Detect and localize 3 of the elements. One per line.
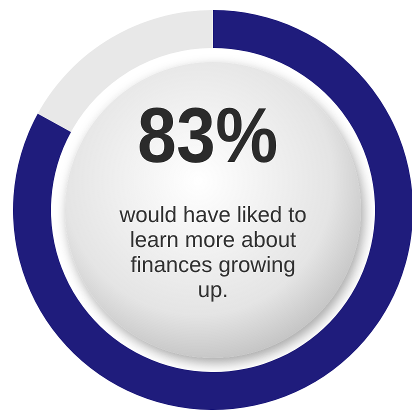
text: would have liked to learn more about finances growing up. bbox=[118, 202, 307, 302]
donut-slice bbox=[13, 10, 412, 410]
text: 83% bbox=[137, 92, 278, 179]
